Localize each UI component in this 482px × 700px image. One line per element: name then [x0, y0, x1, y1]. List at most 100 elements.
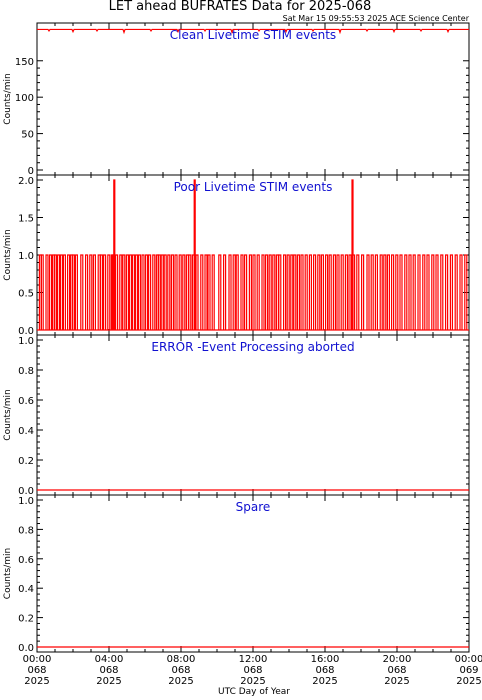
x-tick-time: 12:00 [239, 654, 268, 665]
spike-1 [174, 254, 178, 330]
spike-1 [56, 254, 60, 330]
panel-2: 0.0 0.5 1.0 1.5 2.0 Counts/min Poor Livetime S… [3, 174, 470, 337]
spike-1 [454, 254, 458, 330]
spike-1 [325, 254, 329, 330]
spike-1 [290, 254, 294, 330]
series-line [37, 28, 469, 35]
spike-1 [178, 254, 182, 330]
spike-1 [128, 254, 132, 330]
spike-1 [304, 254, 308, 330]
spike-1 [97, 254, 101, 330]
spike-1 [399, 254, 403, 330]
spike-1 [232, 254, 236, 330]
spike-1 [137, 254, 141, 330]
x-tick-doy: 068 [387, 665, 406, 676]
spike-1 [395, 254, 399, 330]
spike-1 [283, 254, 287, 330]
y-tick-label: 0 [28, 166, 34, 177]
spike-1 [435, 254, 439, 330]
y-tick-label: 0.2 [18, 614, 34, 625]
spike-1 [74, 254, 78, 330]
x-tick-year: 2025 [24, 676, 49, 687]
spike-1 [53, 254, 57, 330]
y-tick-label: 2.0 [18, 176, 34, 187]
x-tick-year: 2025 [456, 676, 481, 687]
spike-1 [268, 254, 272, 330]
chart-title: LET ahead BUFRATES Data for 2025-068 [109, 0, 372, 14]
spike-1 [223, 254, 227, 330]
x-tick-time: 08:00 [167, 654, 196, 665]
spike-1 [404, 254, 408, 330]
y-axis-label: Counts/min [3, 229, 13, 280]
spike-1 [286, 254, 290, 330]
x-tick-doy: 068 [171, 665, 190, 676]
spike-1 [328, 254, 332, 330]
spike-1 [141, 254, 145, 330]
spike-1 [131, 254, 135, 330]
spike-1 [412, 254, 416, 330]
spike-1 [218, 254, 222, 330]
x-tick-doy: 068 [243, 665, 262, 676]
spike-2 [351, 179, 354, 330]
spike-1 [426, 254, 430, 330]
spike-1 [244, 254, 248, 330]
spike-1 [182, 254, 186, 330]
panel-frame [36, 22, 470, 176]
spike-1 [459, 254, 463, 330]
x-tick-doy: 068 [99, 665, 118, 676]
spike-1 [332, 254, 336, 330]
spike-1 [89, 254, 93, 330]
y-tick-label: 1.0 [18, 251, 34, 262]
spike-1 [275, 254, 279, 330]
generation-timestamp: Sat Mar 15 09:55:53 2025 ACE Science Cen… [283, 14, 470, 23]
spike-2 [113, 179, 116, 330]
spike-1 [408, 254, 412, 330]
spike-2 [193, 179, 196, 330]
panel-3: 0.0 0.2 0.4 0.6 0.8 1.0 Counts/min ERROR -Event… [3, 334, 470, 497]
spike-1 [348, 254, 352, 330]
spike-1 [340, 254, 344, 330]
spike-1 [464, 254, 468, 330]
x-tick-time: 04:00 [95, 654, 124, 665]
spike-1 [317, 254, 321, 330]
spike-1 [85, 254, 89, 330]
spike-1 [370, 254, 374, 330]
spike-1 [163, 254, 167, 330]
spike-1 [62, 254, 66, 330]
spike-1 [356, 254, 360, 330]
y-axis-label: Counts/min [3, 73, 13, 124]
spike-1 [195, 254, 199, 330]
x-tick-time: 16:00 [311, 654, 340, 665]
y-tick-label: 50 [21, 130, 34, 141]
spike-1 [145, 254, 149, 330]
spike-1 [228, 254, 232, 330]
spike-1 [265, 254, 269, 330]
x-tick-year: 2025 [240, 676, 265, 687]
spike-1 [386, 254, 390, 330]
spike-1 [252, 254, 256, 330]
spike-1 [45, 254, 49, 330]
spike-1 [422, 254, 426, 330]
spike-1 [167, 254, 171, 330]
spike-1 [211, 254, 215, 330]
spike-1 [391, 254, 395, 330]
y-tick-label: 1.5 [18, 214, 34, 225]
y-tick-label: 0.4 [18, 426, 34, 437]
spike-1 [157, 254, 161, 330]
spike-1 [80, 254, 84, 330]
spike-1 [272, 254, 276, 330]
panel-title: Poor Livetime STIM events [174, 180, 333, 194]
x-tick-doy: 068 [27, 665, 46, 676]
x-tick-doy: 068 [315, 665, 334, 676]
panel-title: ERROR -Event Processing aborted [151, 340, 354, 354]
spike-1 [293, 254, 297, 330]
y-tick-label: 0.4 [18, 584, 34, 595]
spike-1 [100, 254, 104, 330]
panel-title: Spare [236, 500, 271, 514]
